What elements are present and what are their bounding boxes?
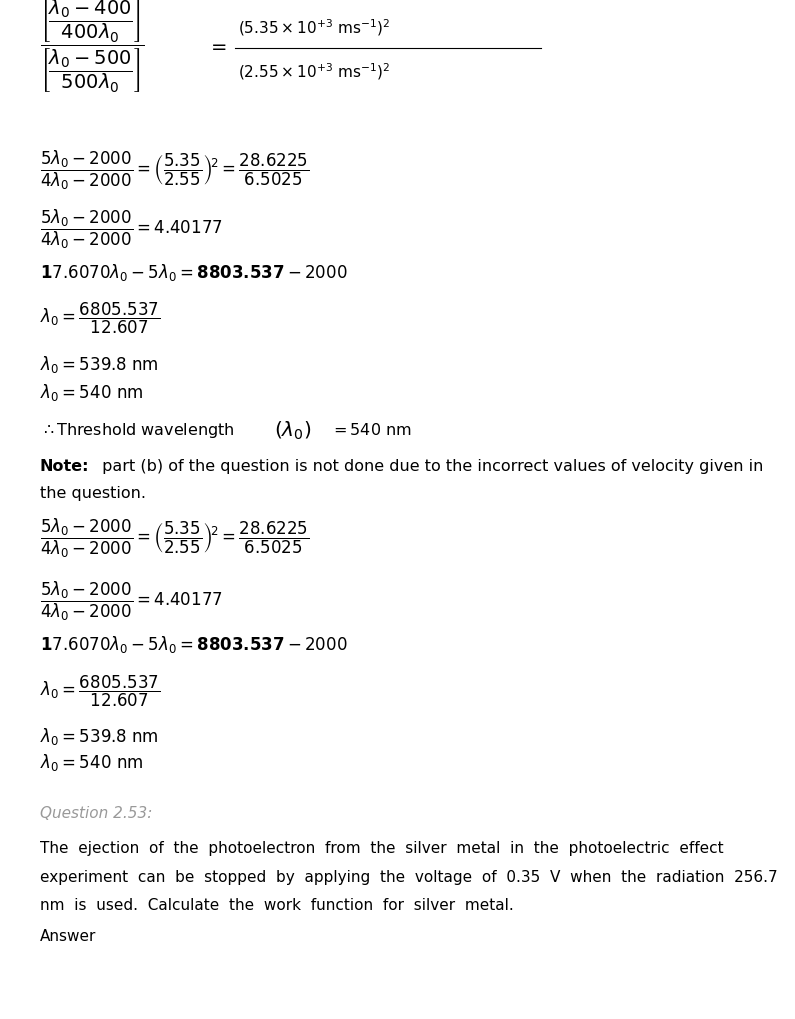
Text: $\therefore$Threshold wavelength: $\therefore$Threshold wavelength — [40, 421, 235, 439]
Text: $\dfrac{5\lambda_0-2000}{4\lambda_0-2000}=\left(\dfrac{5.35}{2.55}\right)^{\!2}=: $\dfrac{5\lambda_0-2000}{4\lambda_0-2000… — [40, 149, 309, 192]
Text: $\dfrac{5\lambda_0-2000}{4\lambda_0-2000}=\left(\dfrac{5.35}{2.55}\right)^{\!2}=: $\dfrac{5\lambda_0-2000}{4\lambda_0-2000… — [40, 517, 309, 559]
Text: Question 2.53:: Question 2.53: — [40, 806, 152, 820]
Text: $= 540\ \mathrm{nm}$: $= 540\ \mathrm{nm}$ — [330, 422, 412, 438]
Text: nm  is  used.  Calculate  the  work  function  for  silver  metal.: nm is used. Calculate the work function … — [40, 898, 514, 912]
Text: $\lambda_0=539.8\ \mathrm{nm}$: $\lambda_0=539.8\ \mathrm{nm}$ — [40, 726, 158, 746]
Text: Note:: Note: — [40, 459, 89, 473]
Text: $\mathbf{1}7.6070\lambda_0-5\lambda_0=\mathbf{8803.537}-2000$: $\mathbf{1}7.6070\lambda_0-5\lambda_0=\m… — [40, 262, 347, 282]
Text: $\mathbf{1}7.6070\lambda_0-5\lambda_0=\mathbf{8803.537}-2000$: $\mathbf{1}7.6070\lambda_0-5\lambda_0=\m… — [40, 634, 347, 654]
Text: $\left(2.55\times10^{+3}\ \mathrm{ms}^{-1}\right)^{2}$: $\left(2.55\times10^{+3}\ \mathrm{ms}^{-… — [238, 61, 391, 82]
Text: $\left(5.35\times10^{+3}\ \mathrm{ms}^{-1}\right)^{2}$: $\left(5.35\times10^{+3}\ \mathrm{ms}^{-… — [238, 17, 391, 38]
Text: $\lambda_0=540\ \mathrm{nm}$: $\lambda_0=540\ \mathrm{nm}$ — [40, 752, 143, 772]
Text: $\dfrac{\left[\dfrac{\lambda_0-400}{400\lambda_0}\right]}{\left[\dfrac{\lambda_0: $\dfrac{\left[\dfrac{\lambda_0-400}{400\… — [40, 0, 144, 95]
Text: $\dfrac{5\lambda_0-2000}{4\lambda_0-2000}=4.40177$: $\dfrac{5\lambda_0-2000}{4\lambda_0-2000… — [40, 208, 223, 251]
Text: $=$: $=$ — [207, 37, 227, 55]
Text: $\dfrac{5\lambda_0-2000}{4\lambda_0-2000}=4.40177$: $\dfrac{5\lambda_0-2000}{4\lambda_0-2000… — [40, 580, 223, 623]
Text: experiment  can  be  stopped  by  applying  the  voltage  of  0.35  V  when  the: experiment can be stopped by applying th… — [40, 869, 778, 883]
Text: The  ejection  of  the  photoelectron  from  the  silver  metal  in  the  photoe: The ejection of the photoelectron from t… — [40, 841, 723, 855]
Text: $\lambda_0=\dfrac{6805.537}{12.607}$: $\lambda_0=\dfrac{6805.537}{12.607}$ — [40, 674, 160, 708]
Text: part (b) of the question is not done due to the incorrect values of velocity giv: part (b) of the question is not done due… — [97, 459, 763, 473]
Text: $\lambda_0=539.8\ \mathrm{nm}$: $\lambda_0=539.8\ \mathrm{nm}$ — [40, 354, 158, 374]
Text: $\left(\lambda_0\right)$: $\left(\lambda_0\right)$ — [274, 419, 312, 441]
Text: $\lambda_0=540\ \mathrm{nm}$: $\lambda_0=540\ \mathrm{nm}$ — [40, 382, 143, 403]
Text: the question.: the question. — [40, 486, 145, 500]
Text: $\lambda_0=\dfrac{6805.537}{12.607}$: $\lambda_0=\dfrac{6805.537}{12.607}$ — [40, 301, 160, 335]
Text: Answer: Answer — [40, 928, 96, 943]
